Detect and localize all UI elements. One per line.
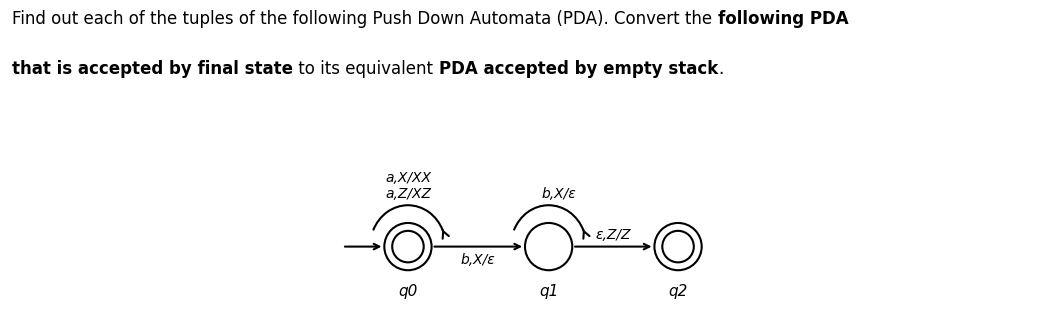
- Text: q2: q2: [668, 284, 688, 299]
- Text: a,X/XX
a,Z/XZ: a,X/XX a,Z/XZ: [385, 170, 431, 201]
- Text: q1: q1: [539, 284, 558, 299]
- Text: ε,Z/Z: ε,Z/Z: [595, 228, 631, 242]
- Text: PDA accepted by empty stack: PDA accepted by empty stack: [438, 60, 718, 77]
- Text: q0: q0: [399, 284, 417, 299]
- Text: .: .: [718, 60, 723, 77]
- Text: that is accepted by final state: that is accepted by final state: [12, 60, 294, 77]
- Text: to its equivalent: to its equivalent: [294, 60, 438, 77]
- Text: following PDA: following PDA: [718, 10, 848, 28]
- Text: b,X/ε: b,X/ε: [541, 187, 576, 201]
- Text: Find out each of the tuples of the following Push Down Automata (PDA). Convert t: Find out each of the tuples of the follo…: [12, 10, 718, 28]
- Text: b,X/ε: b,X/ε: [461, 253, 496, 267]
